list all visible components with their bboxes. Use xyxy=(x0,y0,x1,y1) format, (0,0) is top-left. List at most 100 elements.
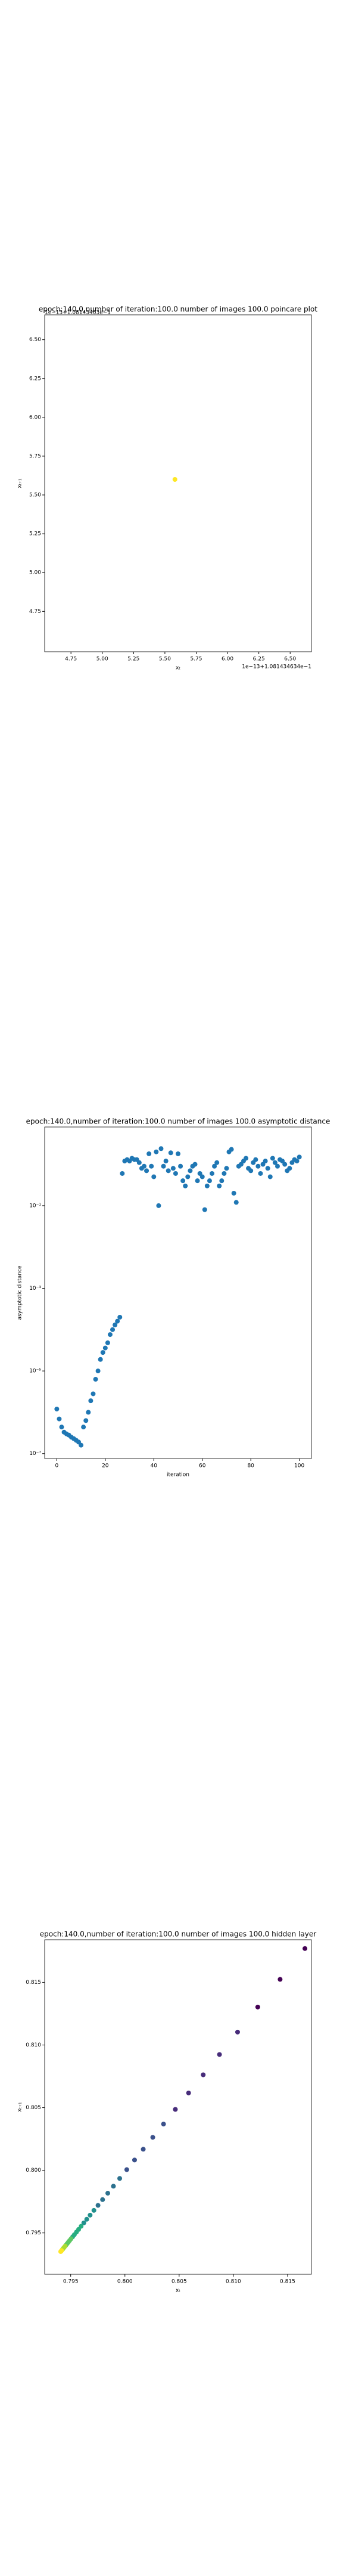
point xyxy=(115,1318,120,1324)
point xyxy=(100,1350,105,1355)
point xyxy=(93,1377,98,1382)
x-tick-label: 20 xyxy=(102,1463,109,1469)
x-tick-label: 40 xyxy=(151,1463,158,1469)
x-axis-label: xₜ xyxy=(176,665,180,671)
y-tick-label: 5.25 xyxy=(29,531,41,537)
y-tick-label: 6.25 xyxy=(29,376,41,382)
x-tick-label: 100 xyxy=(294,1463,304,1469)
y-tick-label: 6.00 xyxy=(29,414,41,420)
point xyxy=(255,2004,260,2010)
point xyxy=(154,1149,159,1154)
point xyxy=(113,1322,118,1327)
point xyxy=(185,1174,191,1179)
x-tick-label: 5.50 xyxy=(159,657,171,662)
point xyxy=(117,2176,123,2181)
y-tick-label: 0.805 xyxy=(26,2105,41,2111)
point xyxy=(132,2157,137,2163)
point xyxy=(84,2216,89,2222)
point xyxy=(265,1166,270,1171)
x-axis-label: xₜ xyxy=(176,2288,180,2294)
point xyxy=(88,1398,93,1404)
point xyxy=(255,1163,261,1169)
axes-frame xyxy=(44,314,312,652)
point xyxy=(141,2147,146,2152)
point xyxy=(212,1163,217,1169)
point xyxy=(294,1159,300,1164)
point xyxy=(217,1183,222,1188)
point xyxy=(95,1368,101,1374)
y-tick-label: 10⁻⁷ xyxy=(29,1451,41,1457)
point xyxy=(158,1146,164,1151)
x-tick-label: 80 xyxy=(247,1463,254,1469)
point xyxy=(186,2090,191,2095)
point xyxy=(180,1178,186,1184)
x-tick-label: 0.810 xyxy=(226,2279,241,2285)
point xyxy=(244,1156,249,1161)
point xyxy=(199,1174,205,1179)
point xyxy=(172,476,177,482)
point xyxy=(267,1174,273,1179)
x-offset: 1e−13+1.081434634e−1 xyxy=(242,664,311,670)
y-tick-label: 10⁻⁵ xyxy=(29,1368,41,1374)
point xyxy=(168,1150,173,1156)
y-tick-label: 0.795 xyxy=(26,2230,41,2236)
point xyxy=(105,1340,110,1345)
point xyxy=(144,1168,149,1174)
point xyxy=(95,2203,101,2208)
point xyxy=(233,1200,239,1205)
y-offset: 1e−13+1.08143463e−1 xyxy=(45,310,111,316)
point xyxy=(124,2167,129,2172)
point xyxy=(282,1162,288,1167)
point xyxy=(231,1191,236,1196)
axes-frame xyxy=(44,1939,312,2275)
point xyxy=(222,1171,227,1176)
x-tick-label: 6.25 xyxy=(253,657,265,662)
point xyxy=(88,2212,93,2218)
point xyxy=(81,2220,86,2225)
y-tick-label: 4.75 xyxy=(29,609,41,615)
point xyxy=(197,1171,202,1176)
x-tick-label: 0 xyxy=(55,1463,58,1469)
x-tick-label: 5.25 xyxy=(127,657,139,662)
x-tick-label: 6.50 xyxy=(284,657,296,662)
x-axis-label: iteration xyxy=(167,1472,189,1478)
x-tick-label: 5.00 xyxy=(96,657,108,662)
point xyxy=(219,1178,224,1184)
point xyxy=(149,1163,154,1169)
point xyxy=(100,2197,105,2202)
point xyxy=(263,1159,268,1164)
point xyxy=(202,1207,207,1212)
point xyxy=(210,1171,215,1176)
point xyxy=(161,1163,166,1169)
point xyxy=(156,1203,161,1208)
point xyxy=(58,2249,63,2254)
point xyxy=(54,1406,60,1411)
point xyxy=(91,2207,96,2213)
point xyxy=(173,2107,178,2112)
point xyxy=(207,1178,212,1184)
chart: epoch:140.0,number of iteration:100.0 nu… xyxy=(17,1930,317,2294)
x-tick-label: 0.795 xyxy=(63,2279,79,2285)
point xyxy=(79,1442,84,1448)
point xyxy=(277,1977,283,1982)
x-tick-label: 0.800 xyxy=(117,2279,133,2285)
y-tick-label: 10⁻¹ xyxy=(29,1203,41,1209)
point xyxy=(105,2191,110,2196)
point xyxy=(136,1160,142,1165)
point xyxy=(150,2135,155,2140)
x-tick-label: 0.805 xyxy=(172,2279,187,2285)
chart-title: epoch:140.0,number of iteration:100.0 nu… xyxy=(26,1117,330,1126)
point xyxy=(183,1183,188,1188)
y-axis-label: asymptotic distance xyxy=(17,1265,23,1320)
point xyxy=(253,1157,258,1162)
x-tick-label: 60 xyxy=(199,1463,206,1469)
chart-title: epoch:140.0,number of iteration:100.0 nu… xyxy=(39,305,317,314)
point xyxy=(111,2184,116,2189)
point xyxy=(260,1162,266,1167)
point xyxy=(170,1166,176,1171)
y-tick-label: 6.50 xyxy=(29,337,41,343)
x-tick-label: 4.75 xyxy=(65,657,77,662)
point xyxy=(195,1178,200,1184)
point xyxy=(173,1171,178,1176)
